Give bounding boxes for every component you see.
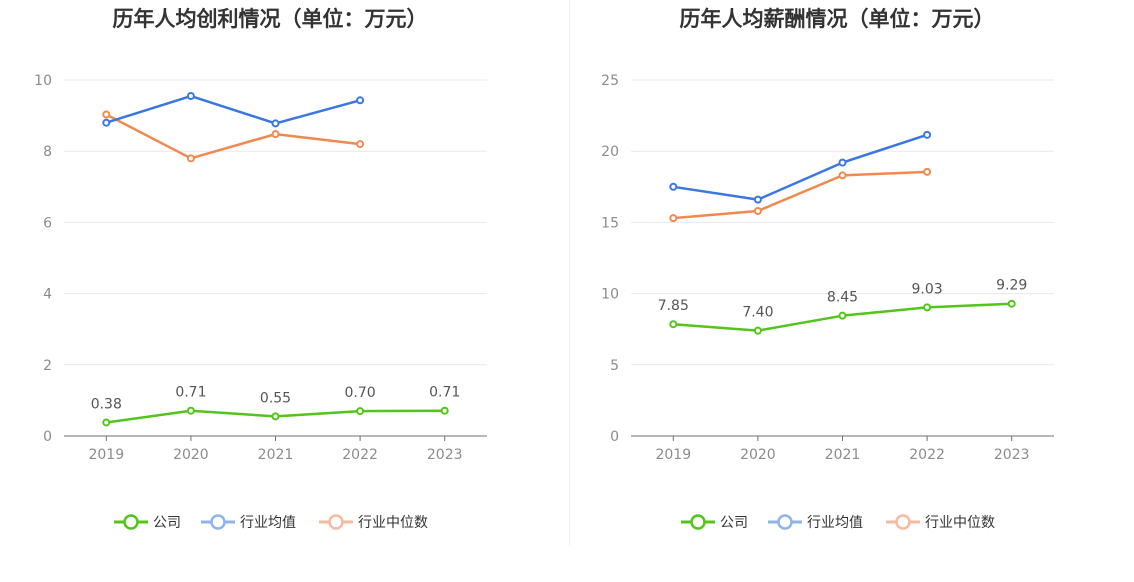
company-point[interactable] <box>356 407 365 416</box>
x-tick-label: 2019 <box>655 447 691 463</box>
x-tick-label: 2022 <box>342 447 378 463</box>
legend-item-company[interactable]: 公司 <box>114 514 181 531</box>
industry-median-line <box>105 113 361 160</box>
y-tick-label: 8 <box>43 144 52 160</box>
company-point[interactable] <box>102 418 111 427</box>
x-tick-label: 2022 <box>909 447 945 463</box>
industry-mean-point[interactable] <box>923 130 932 139</box>
chart-panel-profit: 历年人均创利情况（单位：万元） 0 2 4 6 8 10 2019 2020 2021 2022 20… <box>34 7 487 531</box>
x-tick-label: 2020 <box>740 447 776 463</box>
industry-median-point[interactable] <box>838 171 847 180</box>
legend-item-industry-mean[interactable]: 行业均值 <box>201 514 296 531</box>
company-point[interactable] <box>1007 299 1016 308</box>
legend-item-company[interactable]: 公司 <box>681 514 748 531</box>
legend-item-industry-median[interactable]: 行业中位数 <box>886 514 995 531</box>
y-tick-label: 20 <box>601 144 619 160</box>
data-label: 0.71 <box>175 385 206 401</box>
legend-item-industry-median[interactable]: 行业中位数 <box>319 514 428 531</box>
industry-median-point[interactable] <box>753 207 762 216</box>
industry-mean-line <box>673 133 928 201</box>
industry-median-point[interactable] <box>271 130 280 139</box>
company-point[interactable] <box>186 406 195 415</box>
industry-mean-point[interactable] <box>102 118 111 127</box>
data-label: 0.55 <box>260 390 291 406</box>
legend-label: 行业中位数 <box>358 515 428 531</box>
industry-mean-point[interactable] <box>838 158 847 167</box>
y-tick-label: 10 <box>601 287 619 303</box>
industry-mean-point[interactable] <box>186 92 195 101</box>
profit-per-capita-chart: 历年人均创利情况（单位：万元） 0 2 4 6 8 10 2019 2020 2021 2022 20… <box>34 7 487 531</box>
legend-swatch-marker <box>777 514 793 530</box>
panel-divider <box>569 0 570 545</box>
industry-median-line <box>673 170 928 220</box>
company-point[interactable] <box>271 412 280 421</box>
legend-label: 行业均值 <box>240 515 296 531</box>
industry-median-point[interactable] <box>186 154 195 163</box>
industry-mean-point[interactable] <box>753 195 762 204</box>
industry-mean-line <box>105 94 361 125</box>
legend-item-industry-mean[interactable]: 行业均值 <box>768 514 863 531</box>
data-label: 0.38 <box>91 396 122 412</box>
legend-swatch-marker <box>690 514 706 530</box>
y-tick-label: 5 <box>610 358 619 374</box>
y-tick-label: 4 <box>43 287 52 303</box>
y-tick-label: 15 <box>601 215 619 231</box>
company-point[interactable] <box>923 303 932 312</box>
company-point[interactable] <box>753 326 762 335</box>
company-point[interactable] <box>440 406 449 415</box>
industry-median-point[interactable] <box>669 214 678 223</box>
legend-swatch-marker <box>895 514 911 530</box>
legend-label: 行业均值 <box>807 515 863 531</box>
y-tick-label: 10 <box>34 73 52 89</box>
data-label: 7.40 <box>742 305 773 321</box>
legend-label: 行业中位数 <box>925 515 995 531</box>
y-tick-label: 6 <box>43 215 52 231</box>
x-tick-label: 2023 <box>427 447 463 463</box>
chart-panel-salary: 历年人均薪酬情况（单位：万元） 0 5 10 15 20 25 2019 2020 2021 202… <box>567 0 1134 582</box>
data-label: 9.29 <box>996 278 1027 294</box>
company-point[interactable] <box>838 311 847 320</box>
legend-swatch-marker <box>123 514 139 530</box>
y-tick-label: 25 <box>601 73 619 89</box>
y-tick-label: 2 <box>43 358 52 374</box>
industry-mean-point[interactable] <box>271 119 280 128</box>
data-label: 0.71 <box>429 385 460 401</box>
data-label: 9.03 <box>912 281 943 297</box>
legend-label: 公司 <box>153 515 181 531</box>
x-tick-label: 2021 <box>258 447 294 463</box>
company-point[interactable] <box>669 320 678 329</box>
legend-swatch-marker <box>210 514 226 530</box>
industry-median-point[interactable] <box>923 167 932 176</box>
legend-swatch-marker <box>328 514 344 530</box>
legend-label: 公司 <box>720 515 748 531</box>
x-tick-label: 2019 <box>88 447 124 463</box>
salary-per-capita-chart: 历年人均薪酬情况（单位：万元） 0 5 10 15 20 25 2019 2020 2021 202… <box>601 7 1054 531</box>
x-tick-label: 2021 <box>825 447 861 463</box>
industry-mean-point[interactable] <box>356 96 365 105</box>
industry-mean-point[interactable] <box>669 182 678 191</box>
chart-title: 历年人均薪酬情况（单位：万元） <box>680 7 995 31</box>
industry-median-point[interactable] <box>356 140 365 149</box>
data-label: 7.85 <box>658 298 689 314</box>
x-tick-label: 2020 <box>173 447 209 463</box>
data-label: 0.70 <box>345 385 376 401</box>
x-tick-label: 2023 <box>994 447 1030 463</box>
y-tick-label: 0 <box>610 429 619 445</box>
chart-title: 历年人均创利情况（单位：万元） <box>113 7 428 31</box>
data-label: 8.45 <box>827 290 858 306</box>
industry-median-point[interactable] <box>102 110 111 119</box>
y-tick-label: 0 <box>43 429 52 445</box>
